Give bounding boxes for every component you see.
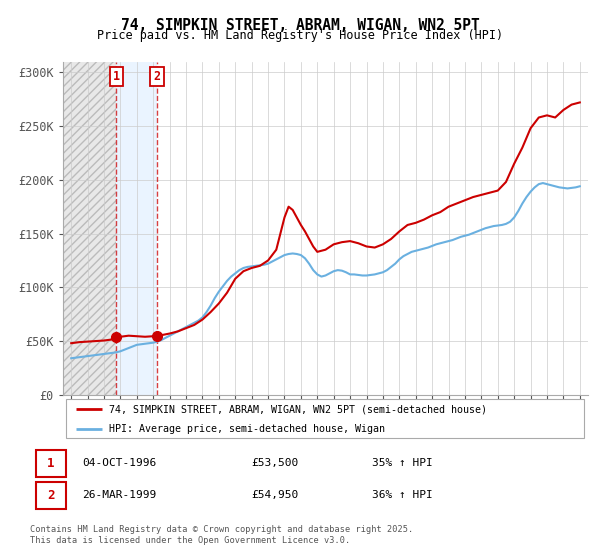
Text: 2: 2 [154, 70, 161, 83]
Text: £53,500: £53,500 [251, 458, 298, 468]
Text: 2: 2 [47, 489, 55, 502]
Text: 1: 1 [47, 457, 55, 470]
Text: 1: 1 [113, 70, 120, 83]
Text: HPI: Average price, semi-detached house, Wigan: HPI: Average price, semi-detached house,… [109, 424, 385, 433]
Text: £54,950: £54,950 [251, 491, 298, 501]
Text: 36% ↑ HPI: 36% ↑ HPI [372, 491, 433, 501]
Text: 26-MAR-1999: 26-MAR-1999 [82, 491, 157, 501]
Text: Price paid vs. HM Land Registry's House Price Index (HPI): Price paid vs. HM Land Registry's House … [97, 29, 503, 42]
Bar [116, 62, 157, 395]
FancyBboxPatch shape [36, 482, 66, 509]
Bar [63, 62, 116, 395]
Text: 04-OCT-1996: 04-OCT-1996 [82, 458, 157, 468]
FancyBboxPatch shape [65, 399, 584, 438]
Text: Contains HM Land Registry data © Crown copyright and database right 2025.
This d: Contains HM Land Registry data © Crown c… [30, 525, 413, 545]
FancyBboxPatch shape [36, 450, 66, 477]
Text: 74, SIMPKIN STREET, ABRAM, WIGAN, WN2 5PT: 74, SIMPKIN STREET, ABRAM, WIGAN, WN2 5P… [121, 18, 479, 33]
Text: 35% ↑ HPI: 35% ↑ HPI [372, 458, 433, 468]
Text: 74, SIMPKIN STREET, ABRAM, WIGAN, WN2 5PT (semi-detached house): 74, SIMPKIN STREET, ABRAM, WIGAN, WN2 5P… [109, 404, 487, 414]
